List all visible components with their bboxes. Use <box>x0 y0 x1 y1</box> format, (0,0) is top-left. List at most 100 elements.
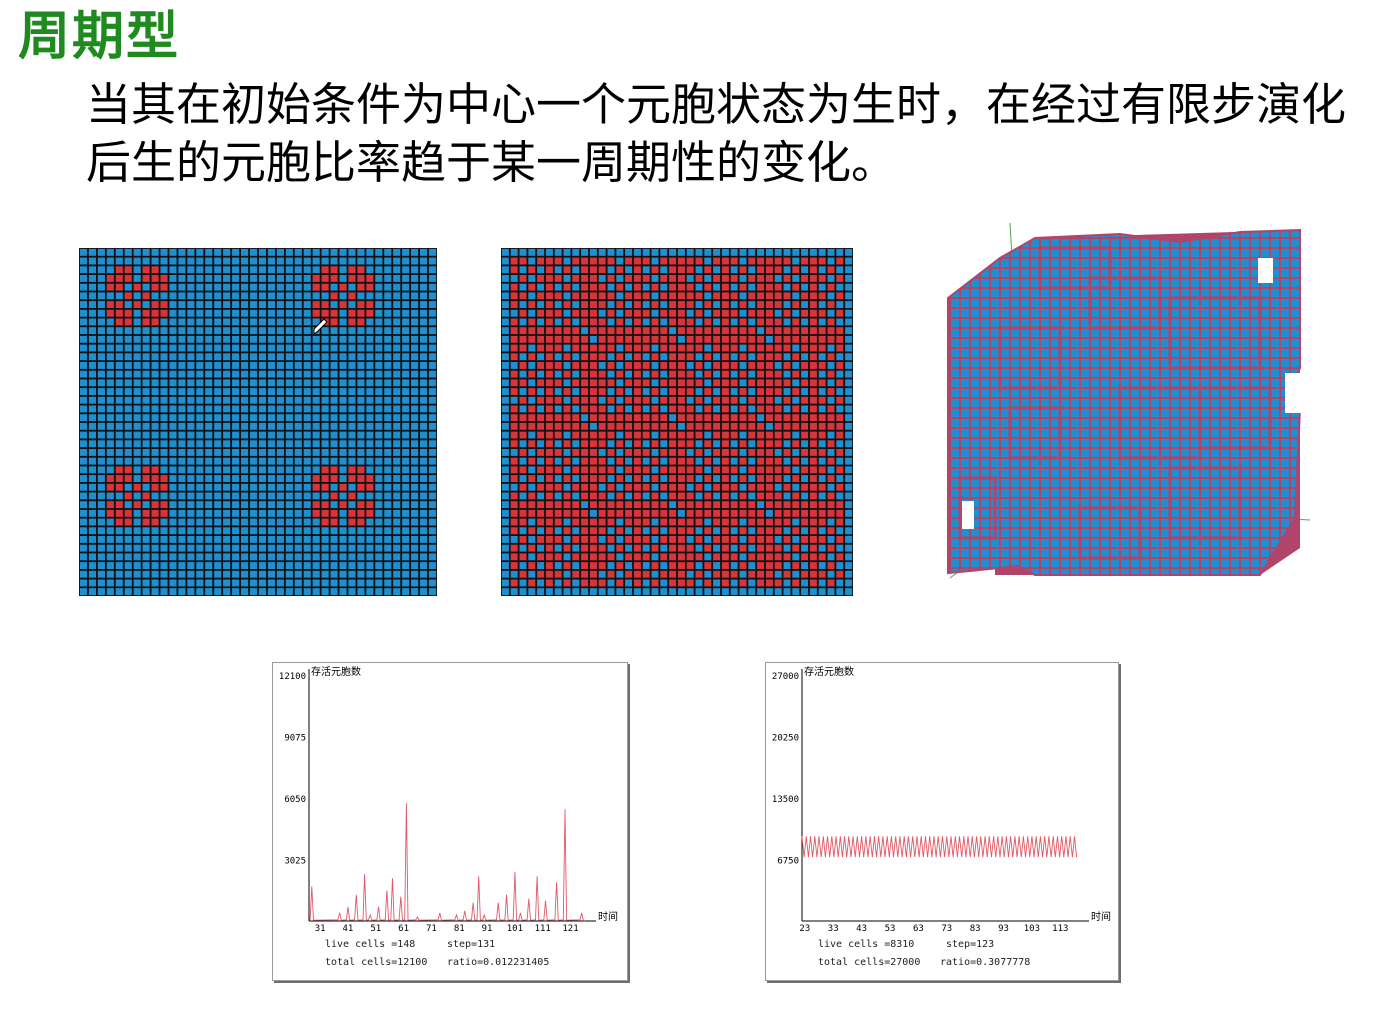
grid-cell <box>748 536 756 543</box>
grid-cell <box>196 466 204 474</box>
grid-cell <box>249 283 258 291</box>
grid-cell <box>783 335 791 343</box>
grid-cell <box>393 292 401 300</box>
grid-cell <box>765 483 773 491</box>
grid-cell <box>792 283 800 291</box>
grid-cell <box>106 379 114 387</box>
grid-cell <box>809 536 817 543</box>
grid-cell <box>563 362 571 369</box>
grid-cell <box>818 248 826 256</box>
grid-cell <box>205 562 213 569</box>
grid-cell <box>669 457 677 465</box>
grid-cell <box>721 509 729 517</box>
grid-cell <box>196 527 204 535</box>
grid-cell <box>428 335 437 343</box>
grid-cell <box>276 396 284 404</box>
grid-cell <box>695 275 703 282</box>
grid-cell <box>205 370 213 378</box>
grid-cell <box>366 483 374 491</box>
grid-cell <box>294 553 302 561</box>
grid-cell <box>151 431 159 439</box>
grid-cell <box>294 353 302 361</box>
grid-cell <box>818 266 826 274</box>
grid-cell <box>214 362 222 369</box>
grid-cell <box>757 562 765 569</box>
grid-cell <box>651 536 659 543</box>
grid-cell <box>695 309 703 317</box>
grid-cell <box>393 449 401 456</box>
grid-cell <box>809 553 817 561</box>
grid-cell <box>633 553 641 561</box>
grid-cell <box>375 553 383 561</box>
grid-cell <box>660 405 668 413</box>
grid-cell <box>581 431 589 439</box>
grid-cell <box>669 379 677 387</box>
grid-cell <box>223 362 231 369</box>
grid-cell <box>339 501 347 509</box>
grid-cell <box>774 440 782 448</box>
grid-cell <box>642 536 650 543</box>
grid-cell <box>818 475 826 482</box>
grid-cell <box>563 422 571 430</box>
grid-cell <box>589 275 597 282</box>
grid-cell <box>537 492 545 500</box>
grid-cell <box>294 283 302 291</box>
grid-cell <box>818 283 826 291</box>
grid-cell <box>285 536 293 543</box>
grid-cell <box>607 318 615 326</box>
grid-cell <box>205 388 213 395</box>
grid-cell <box>792 362 800 369</box>
grid-cell <box>133 579 141 587</box>
grid-cell <box>232 388 240 395</box>
grid-cell <box>420 301 428 308</box>
grid-cell <box>339 396 347 404</box>
grid-cell <box>581 396 589 404</box>
grid-cell <box>115 405 123 413</box>
grid-cell <box>249 431 258 439</box>
grid-cell <box>765 266 773 274</box>
grid-cell <box>97 248 105 256</box>
grid-cell <box>721 544 729 552</box>
grid-cell <box>669 536 677 543</box>
grid-cell <box>205 457 213 465</box>
grid-cell <box>375 570 383 578</box>
grid-cell <box>205 588 213 596</box>
x-axis-label: 时间 <box>1091 910 1111 923</box>
grid-cell <box>366 370 374 378</box>
grid-cell <box>801 370 809 378</box>
grid-cell <box>765 553 773 561</box>
grid-cell <box>196 266 204 274</box>
grid-cell <box>563 405 571 413</box>
grid-cell <box>375 579 383 587</box>
grid-cell <box>792 475 800 482</box>
grid-cell <box>357 362 365 369</box>
grid-cell <box>196 509 204 517</box>
grid-cell <box>554 335 562 343</box>
grid-cell <box>420 544 428 552</box>
grid-cell <box>169 396 177 404</box>
grid-cell <box>258 301 267 308</box>
grid-cell <box>223 570 231 578</box>
grid-cell <box>241 440 249 448</box>
grid-cell <box>411 301 419 308</box>
grid-cell <box>214 327 222 335</box>
grid-cell <box>818 275 826 282</box>
grid-cell <box>428 396 437 404</box>
grid-cell <box>106 344 114 352</box>
grid-cell <box>178 318 186 326</box>
grid-cell <box>809 379 817 387</box>
grid-cell <box>303 275 311 282</box>
grid-cell <box>330 266 338 274</box>
grid-cell <box>801 527 809 535</box>
grid-cell <box>321 396 329 404</box>
grid-cell <box>393 283 401 291</box>
grid-cell <box>241 553 249 561</box>
grid-cell <box>651 449 659 456</box>
grid-cell <box>589 388 597 395</box>
grid-cell <box>801 449 809 456</box>
grid-cell <box>151 457 159 465</box>
grid-cell <box>625 466 633 474</box>
grid-cell <box>276 562 284 569</box>
grid-cell <box>510 475 518 482</box>
grid-cell <box>205 553 213 561</box>
